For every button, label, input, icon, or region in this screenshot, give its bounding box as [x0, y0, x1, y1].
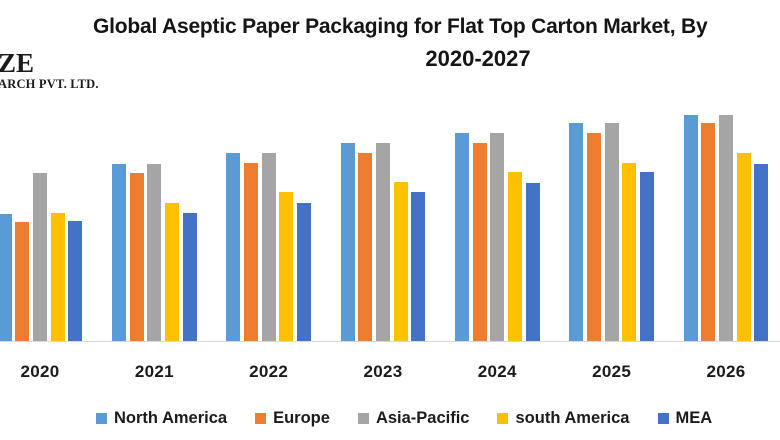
bar-south-america-2020: [50, 213, 65, 341]
bar-asia-pacific-2021: [147, 164, 162, 341]
bar-europe-2021: [129, 173, 144, 341]
legend-swatch-icon: [255, 413, 267, 424]
legend-item-south-america: south America: [497, 409, 630, 428]
legend-label: south America: [515, 409, 630, 427]
x-axis-label-2026: 2026: [706, 362, 746, 381]
legend-swatch-icon: [657, 413, 669, 424]
bar-mea-2020: [68, 221, 83, 341]
x-axis-label-2025: 2025: [592, 362, 632, 381]
bar-south-america-2021: [165, 203, 180, 341]
bar-mea-2024: [525, 183, 540, 341]
plot-area: [0, 96, 780, 341]
x-axis-labels: 2020 2021 2022 2023 2024 2025 2026: [0, 362, 780, 382]
bar-asia-pacific-2022: [261, 153, 276, 341]
bar-asia-pacific-2024: [490, 133, 505, 341]
bar-north-america-2026: [683, 115, 698, 341]
bar-mea-2021: [182, 213, 197, 341]
chart-title-line1: Global Aseptic Paper Packaging for Flat …: [93, 15, 708, 38]
bar-europe-2022: [243, 163, 258, 341]
bar-europe-2023: [358, 153, 373, 341]
bar-mea-2026: [754, 164, 769, 341]
legend-label: MEA: [675, 409, 713, 427]
bar-south-america-2026: [736, 153, 751, 341]
chart-legend: North America Europe Asia-Pacific south Ame…: [96, 409, 712, 428]
bar-south-america-2024: [508, 172, 523, 341]
bar-asia-pacific-2023: [375, 143, 390, 341]
bar-north-america-2022: [226, 153, 241, 341]
x-axis-label-2021: 2021: [134, 362, 174, 381]
x-axis-line: [0, 341, 780, 342]
x-axis-label-2022: 2022: [249, 362, 289, 381]
logo-text-fragment: ZE: [0, 48, 35, 78]
bar-europe-2020: [15, 222, 30, 341]
legend-item-mea: MEA: [657, 409, 713, 428]
bar-south-america-2023: [393, 182, 408, 341]
bar-mea-2025: [640, 172, 655, 341]
bar-north-america-2020: [0, 214, 12, 341]
legend-item-europe: Europe: [255, 409, 330, 428]
bar-europe-2026: [701, 123, 716, 341]
x-axis-label-2020: 2020: [20, 362, 60, 381]
bar-mea-2022: [297, 203, 312, 341]
legend-swatch-icon: [357, 413, 369, 424]
legend-label: Asia-Pacific: [375, 409, 470, 427]
chart-title-line2: 2020-2027: [425, 46, 531, 71]
bar-south-america-2022: [279, 192, 294, 341]
bar-europe-2025: [586, 133, 601, 341]
bar-north-america-2025: [569, 123, 584, 341]
bar-asia-pacific-2026: [718, 115, 733, 341]
legend-item-north-america: North America: [96, 409, 227, 428]
legend-swatch-icon: [96, 413, 107, 424]
bar-north-america-2023: [340, 143, 355, 341]
x-axis-label-2023: 2023: [363, 362, 403, 381]
bar-europe-2024: [472, 143, 487, 341]
legend-item-asia-pacific: Asia-Pacific: [357, 409, 470, 428]
x-axis-label-2024: 2024: [477, 362, 517, 381]
bar-mea-2023: [411, 192, 426, 341]
bar-south-america-2025: [622, 163, 637, 341]
bar-north-america-2024: [454, 133, 469, 341]
bar-north-america-2021: [111, 164, 126, 341]
legend-label: North America: [114, 409, 228, 427]
bar-asia-pacific-2025: [604, 123, 619, 341]
legend-label: Europe: [273, 409, 330, 427]
legend-swatch-icon: [497, 413, 509, 424]
bar-asia-pacific-2020: [33, 173, 47, 341]
logo-subtext-fragment: ARCH PVT. LTD.: [0, 77, 99, 91]
